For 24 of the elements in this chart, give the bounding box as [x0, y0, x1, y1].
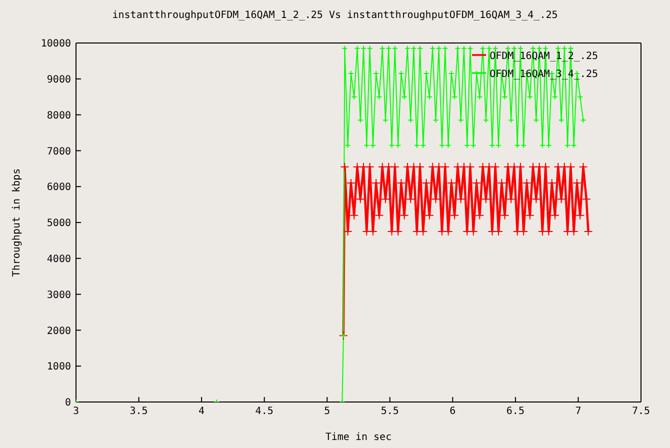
y-tick-label: 1000 — [46, 362, 71, 373]
x-tick-label: 4 — [198, 406, 205, 418]
x-tick-label: 6 — [450, 406, 456, 418]
y-tick-label: 3000 — [46, 290, 71, 301]
x-tick-label: 5.5 — [380, 406, 399, 418]
y-tick-label: 5000 — [46, 218, 71, 230]
x-tick-label: 3 — [72, 406, 80, 418]
y-tick-label: 4000 — [46, 254, 71, 265]
x-tick-label: 7.5 — [632, 406, 650, 418]
y-tick-label: 8000 — [46, 110, 71, 122]
y-tick-label: 2000 — [46, 326, 71, 337]
y-axis-title: Throughput in kbps — [12, 168, 23, 277]
x-tick-label: 5 — [324, 406, 330, 418]
y-tick-label: 0 — [64, 398, 71, 409]
chart-title: instantthroughputOFDM_16QAM_1_2_.25 Vs instantthroughputOFDM_16QAM_3_4_.25 — [111, 10, 559, 21]
x-axis-title: Time in sec — [325, 432, 392, 443]
y-tick-label: 10000 — [40, 38, 71, 50]
x-tick-label: 6.5 — [506, 406, 524, 418]
y-tick-label: 9000 — [46, 74, 71, 86]
x-tick-label: 7 — [575, 406, 582, 418]
y-tick-label: 7000 — [46, 146, 71, 158]
y-tick-label: 6000 — [46, 182, 71, 194]
x-tick-label: 4.5 — [255, 406, 274, 418]
x-tick-label: 3.5 — [130, 406, 148, 418]
